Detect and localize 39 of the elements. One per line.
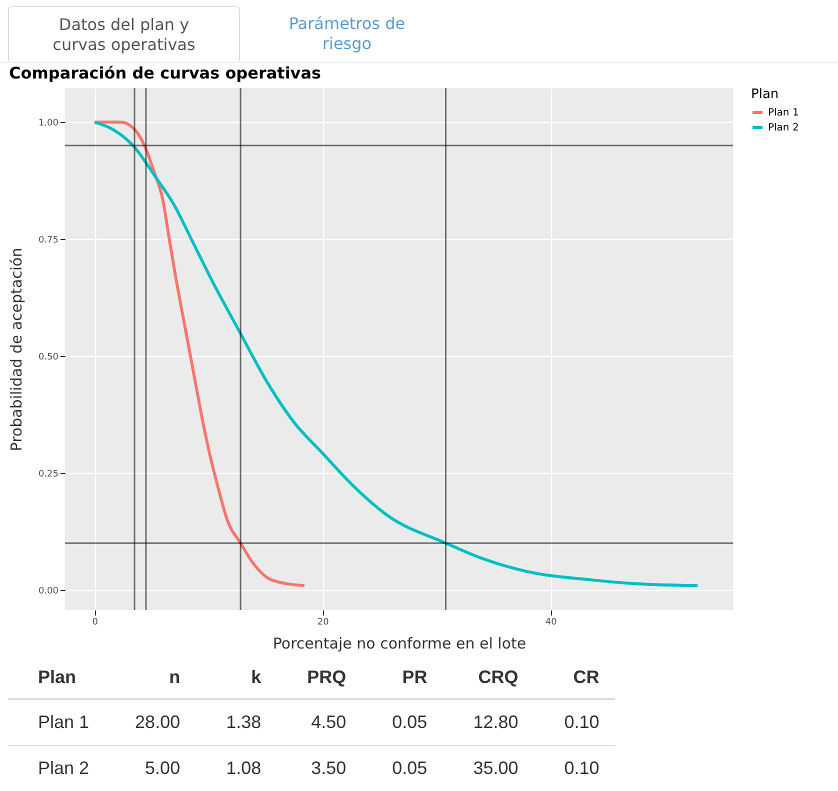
text: Plan 2	[37, 757, 90, 780]
y-tick-label: 0.25	[38, 469, 58, 480]
text: 28.00	[105, 699, 196, 746]
x-axis-title: Porcentaje no conforme en el lote	[272, 634, 526, 652]
text: Plan	[8, 655, 106, 699]
text: k	[196, 655, 278, 699]
y-axis-title: Probabilidad de aceptación	[7, 248, 26, 452]
text: 0.05	[391, 757, 428, 780]
text: 5.00	[144, 757, 182, 780]
text: Parámetros de riesgo	[288, 13, 406, 55]
text: CRQ	[443, 655, 534, 699]
x-tick-label: 40	[545, 618, 558, 628]
line-series	[93, 120, 306, 588]
text: 12.80	[443, 699, 534, 746]
text: PRQ	[277, 655, 362, 699]
y-tick-label: 0.75	[38, 236, 58, 246]
text: CR	[534, 655, 616, 699]
legend-label: Plan 2	[768, 122, 799, 134]
text: 1.38	[196, 699, 278, 746]
text: 4.50	[277, 699, 362, 746]
chart-title: Comparación de curvas operativas	[8, 63, 322, 82]
text: 35.00	[472, 757, 520, 780]
line-series	[93, 120, 700, 588]
text: 0.10	[563, 757, 600, 780]
text: Plan 1	[8, 699, 106, 746]
y-tick-label: 0.00	[38, 586, 59, 596]
legend-label: Plan 1	[768, 108, 799, 118]
text: 3.50	[310, 757, 348, 780]
text: Datos del plan y curvas operativas	[8, 6, 240, 61]
text: n	[105, 655, 196, 699]
legend-title: Plan	[751, 87, 779, 102]
text: 1.08	[225, 757, 262, 780]
x-tick-label: 20	[317, 618, 330, 628]
y-tick-label: 0.50	[38, 352, 59, 363]
text: 0.05	[362, 699, 444, 746]
x-tick-label: 0	[92, 618, 98, 628]
y-tick-label: 1.00	[38, 118, 59, 129]
text: 0.10	[534, 699, 616, 746]
text: PR	[362, 655, 444, 699]
